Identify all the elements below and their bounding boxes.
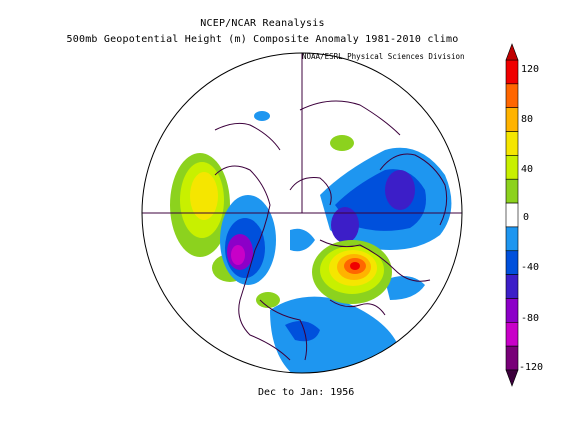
colorbar-tick-label: -80	[521, 313, 540, 324]
colorbar-tick-label: -40	[521, 262, 540, 273]
colorbar-tick-label: 0	[523, 212, 530, 223]
colorbar-swatch	[505, 226, 519, 252]
colorbar-tick-label: 40	[521, 164, 534, 175]
colorbar-top-arrow	[505, 43, 519, 61]
colorbar-swatch	[505, 274, 519, 299]
colorbar-bottom-arrow	[505, 369, 519, 387]
colorbar-swatch	[505, 178, 519, 204]
map-boundary	[141, 52, 463, 374]
colorbar-tick-label: -120	[519, 362, 544, 373]
anomaly-contours	[170, 111, 452, 373]
colorbar-swatch	[505, 131, 519, 156]
coastlines	[214, 100, 448, 361]
colorbar-swatch	[505, 59, 519, 85]
colorbar-swatch	[505, 155, 519, 180]
colorbar-swatch	[505, 107, 519, 132]
colorbar-tick-label: 80	[521, 114, 534, 125]
colorbar-swatch	[505, 345, 519, 371]
colorbar-tick-label: 120	[521, 64, 540, 75]
date-footer: Dec to Jan: 1956	[258, 387, 355, 398]
colorbar-swatch	[505, 83, 519, 108]
colorbar-swatch	[505, 322, 519, 347]
title-line-2: 500mb Geopotential Height (m) Composite …	[66, 34, 459, 45]
colorbar-swatch	[505, 202, 519, 228]
colorbar-swatch	[505, 250, 519, 275]
credit-label: NOAA/ESRL Physical Sciences Division	[302, 52, 465, 61]
title-line-1: NCEP/NCAR Reanalysis	[200, 18, 325, 29]
colorbar-swatch	[505, 298, 519, 323]
